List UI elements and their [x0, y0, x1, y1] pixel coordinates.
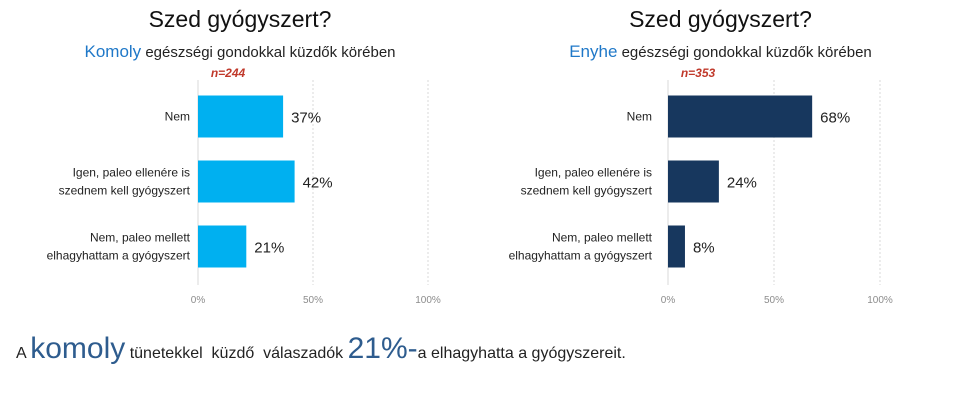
left-chart-panel: Szed gyógyszert? Komoly egészségi gondok… — [0, 0, 480, 310]
bar — [668, 225, 685, 268]
tick-label: 50% — [764, 295, 784, 306]
summary-highlight-komoly: komoly — [30, 332, 126, 365]
summary-part-1: A — [16, 345, 31, 362]
category-label: szednem kell gyógyszert — [521, 184, 653, 198]
chart-subtitle: Komoly egészségi gondokkal küzdők körébe… — [0, 42, 480, 62]
bar — [198, 95, 284, 138]
data-label: 37% — [291, 110, 321, 127]
bar — [668, 160, 719, 203]
subtitle-rest: egészségi gondokkal küzdők körében — [141, 44, 396, 61]
data-label: 8% — [693, 240, 715, 257]
bar — [198, 225, 247, 268]
data-label: 42% — [303, 175, 333, 192]
category-label: elhagyhattam a gyógyszert — [509, 249, 653, 263]
tick-label: 0% — [191, 295, 206, 306]
chart-subtitle: Enyhe egészségi gondokkal küzdők körében — [480, 42, 961, 62]
chart-title: Szed gyógyszert? — [629, 6, 812, 32]
data-label: 68% — [820, 110, 850, 127]
category-label: Nem, paleo mellett — [552, 231, 653, 245]
subtitle-highlight: Enyhe — [569, 42, 618, 61]
category-label: elhagyhattam a gyógyszert — [47, 249, 191, 263]
bar — [668, 95, 813, 138]
right-chart-panel: Szed gyógyszert? Enyhe egészségi gondokk… — [480, 0, 961, 310]
category-label: Igen, paleo ellenére is — [535, 166, 652, 180]
bar-chart: 0% 50% 100% 37% Nem 42% Igen, paleo ellenére i… — [47, 80, 441, 306]
subtitle-rest: egészségi gondokkal küzdők körében — [617, 44, 872, 61]
sample-size-label: n=244 — [210, 66, 246, 80]
category-label: Nem — [165, 110, 190, 124]
category-label: szednem kell gyógyszert — [59, 184, 191, 198]
category-label: Nem, paleo mellett — [90, 231, 191, 245]
data-label: 24% — [727, 175, 757, 192]
summary-highlight-percent: 21%- — [347, 332, 418, 365]
tick-label: 100% — [415, 295, 441, 306]
chart-title: Szed gyógyszert? — [148, 6, 332, 32]
summary-part-2: tünetekkel küzdő válaszadók — [125, 345, 348, 362]
tick-label: 0% — [661, 295, 676, 306]
summary-text: A komoly tünetekkel küzdő válaszadók 21%… — [16, 332, 946, 366]
category-label: Nem — [627, 110, 652, 124]
tick-label: 100% — [867, 295, 893, 306]
subtitle-highlight: Komoly — [84, 42, 142, 61]
bar-chart: 0% 50% 100% 68% Nem 24% Igen, paleo ellenére i… — [509, 80, 893, 306]
category-label: Igen, paleo ellenére is — [73, 166, 190, 180]
tick-label: 50% — [303, 295, 323, 306]
sample-size-label: n=353 — [680, 66, 716, 80]
summary-part-3: a elhagyhatta a gyógyszereit. — [417, 345, 626, 362]
bar — [198, 160, 295, 203]
data-label: 21% — [254, 240, 284, 257]
